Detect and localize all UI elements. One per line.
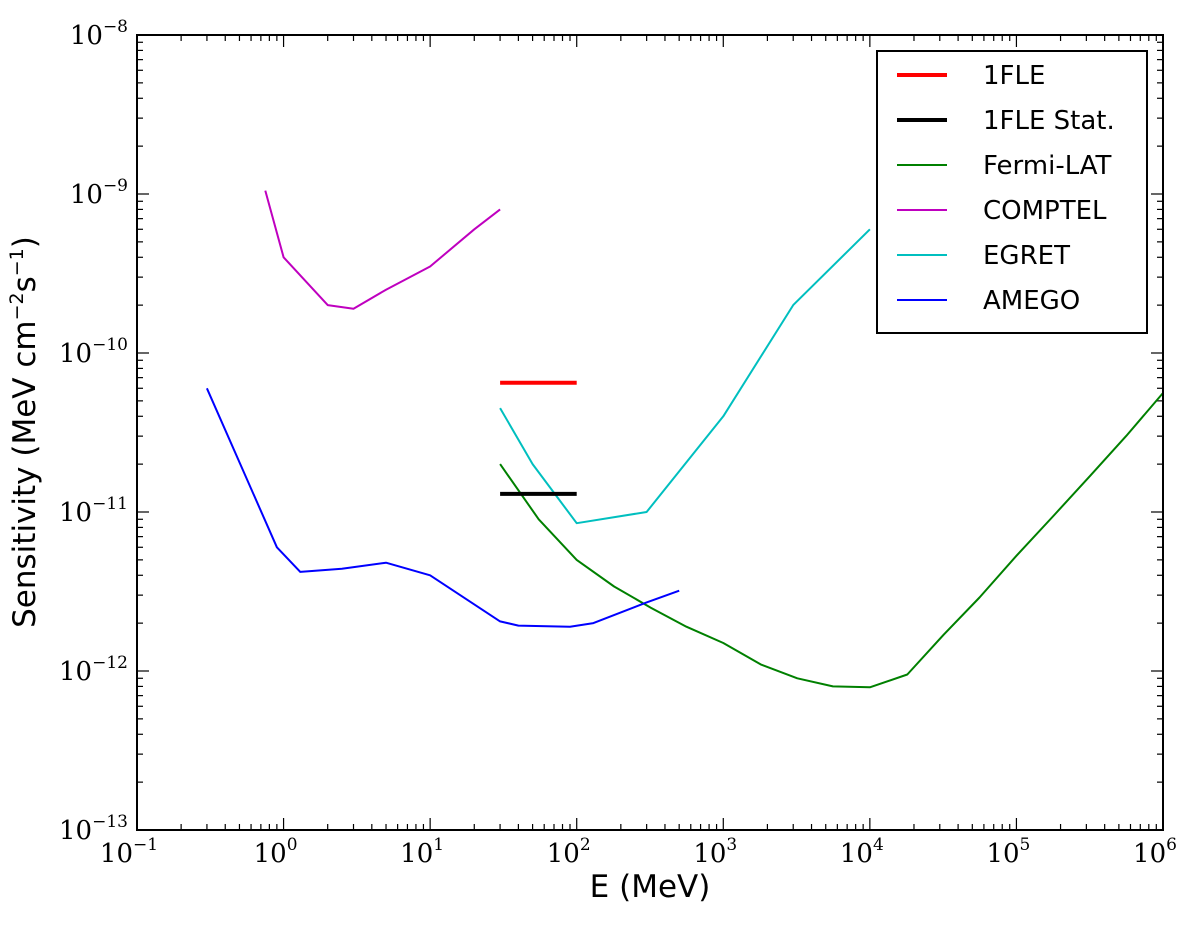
legend-box: [876, 50, 1148, 334]
x-tick-label: 105: [986, 835, 1030, 869]
series-fermi-lat-line: [499, 392, 1163, 689]
series-egret-line: [499, 228, 871, 525]
x-axis-title: E (MeV): [590, 869, 711, 905]
y-tick-label: 10−9: [70, 176, 128, 210]
legend-label-comptel: COMPTEL: [983, 196, 1107, 226]
y-axis-title-mid: s: [7, 276, 43, 292]
x-tick-label: 102: [547, 835, 591, 869]
y-axis-title-end: ): [7, 236, 43, 248]
legend-label-amego: AMEGO: [983, 286, 1080, 316]
legend: 1FLE 1FLE Stat. Fermi-LAT COMPTEL EGRET AMEGO: [876, 50, 1148, 334]
x-tick-label: 101: [400, 835, 444, 869]
y-axis-title-sup1: −2: [6, 292, 28, 320]
series-comptel-line: [264, 190, 501, 310]
y-tick-label: 10−11: [59, 494, 128, 528]
legend-label-1fle-stat: 1FLE Stat.: [983, 106, 1115, 136]
series-layer: [205, 190, 1163, 689]
x-tick-label: 103: [693, 835, 737, 869]
legend-items: 1FLE 1FLE Stat. Fermi-LAT COMPTEL EGRET AMEGO: [897, 61, 1115, 316]
x-tick-label: 10−1: [100, 835, 158, 869]
x-tick-label: 104: [840, 835, 884, 869]
legend-label-egret: EGRET: [983, 241, 1070, 271]
y-axis-title-sup2: −1: [6, 248, 28, 276]
legend-label-1fle: 1FLE: [983, 61, 1045, 91]
y-axis-title-main: Sensitivity (MeV cm: [7, 320, 43, 627]
y-tick-label: 10−13: [59, 812, 128, 846]
y-axis-title: Sensitivity (MeV cm−2s−1): [6, 236, 43, 628]
tick-labels: 10−1 100 101 102 103 104 105 106 10−13 10−12 10−11…: [59, 17, 1177, 869]
legend-label-fermi-lat: Fermi-LAT: [983, 151, 1112, 181]
y-tick-label: 10−10: [59, 335, 128, 369]
x-tick-label: 106: [1133, 835, 1177, 869]
x-tick-label: 100: [254, 835, 298, 869]
y-tick-label: 10−12: [59, 653, 128, 687]
plot-frame: [136, 34, 1164, 831]
y-tick-label: 10−8: [70, 17, 128, 51]
series-amego-line: [205, 387, 680, 628]
